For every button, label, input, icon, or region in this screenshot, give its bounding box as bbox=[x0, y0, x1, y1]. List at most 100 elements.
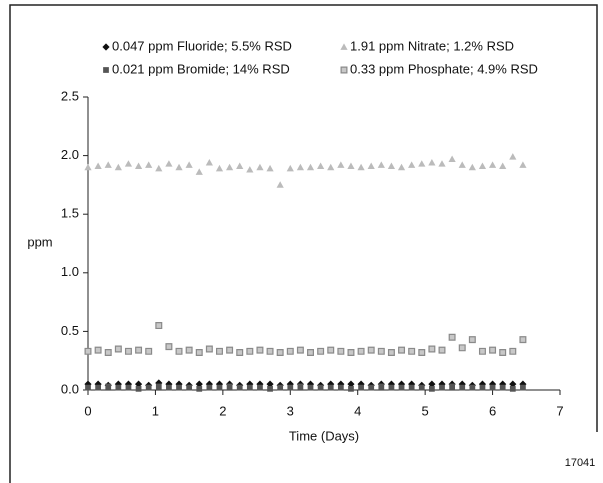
data-point bbox=[85, 384, 91, 391]
data-point bbox=[266, 380, 274, 388]
data-point bbox=[226, 383, 233, 390]
data-point bbox=[377, 161, 385, 168]
data-point bbox=[468, 336, 476, 344]
data-point bbox=[347, 162, 355, 170]
data-point bbox=[388, 384, 395, 391]
data-point bbox=[155, 164, 163, 172]
data-point bbox=[479, 384, 486, 391]
data-point bbox=[367, 346, 375, 354]
data-point bbox=[296, 163, 304, 171]
data-point bbox=[124, 347, 132, 355]
data-point bbox=[358, 384, 364, 391]
data-point bbox=[438, 346, 446, 354]
data-point bbox=[297, 383, 304, 390]
data-point bbox=[317, 384, 324, 391]
x-tick-label: 3 bbox=[287, 403, 294, 418]
data-point bbox=[104, 349, 112, 356]
data-point bbox=[124, 160, 133, 167]
data-point bbox=[327, 163, 335, 171]
data-point bbox=[175, 347, 183, 355]
data-point bbox=[408, 380, 416, 388]
data-point bbox=[519, 336, 527, 344]
data-point bbox=[459, 384, 466, 391]
data-point bbox=[397, 163, 406, 171]
frame bbox=[9, 4, 598, 483]
data-point bbox=[95, 384, 101, 391]
data-point bbox=[398, 384, 405, 391]
data-point bbox=[337, 347, 345, 355]
data-point bbox=[134, 380, 143, 388]
y-tick-label: 2.0 bbox=[61, 147, 79, 162]
data-point bbox=[84, 347, 92, 355]
data-point bbox=[195, 168, 203, 175]
y-axis-label: ppm bbox=[27, 234, 52, 249]
data-point bbox=[488, 161, 497, 168]
data-point bbox=[408, 161, 416, 168]
data-point bbox=[206, 384, 213, 391]
data-point bbox=[287, 384, 294, 391]
data-point bbox=[509, 347, 517, 355]
data-point bbox=[317, 162, 325, 170]
data-point bbox=[165, 343, 173, 351]
data-point bbox=[347, 380, 355, 388]
legend-label: 1.91 ppm Nitrate; 1.2% RSD bbox=[350, 38, 514, 53]
data-point bbox=[155, 379, 163, 387]
data-point bbox=[186, 384, 193, 391]
data-point bbox=[276, 349, 284, 356]
data-point bbox=[196, 385, 203, 392]
figure-id: 17041 bbox=[565, 457, 596, 469]
data-point bbox=[205, 345, 213, 353]
data-point bbox=[478, 162, 487, 170]
data-point bbox=[216, 347, 223, 355]
data-point bbox=[337, 161, 345, 168]
data-point bbox=[205, 159, 213, 166]
data-point bbox=[145, 161, 153, 168]
data-point bbox=[357, 347, 365, 355]
data-point bbox=[307, 349, 314, 356]
data-point bbox=[155, 383, 162, 390]
data-point bbox=[468, 163, 476, 171]
data-point bbox=[377, 347, 385, 355]
data-point bbox=[145, 384, 152, 391]
x-tick-label: 1 bbox=[152, 403, 159, 418]
data-point bbox=[185, 161, 193, 168]
legend-label: 0.047 ppm Fluoride; 5.5% RSD bbox=[112, 38, 292, 53]
data-point bbox=[418, 349, 426, 356]
data-point bbox=[489, 346, 497, 354]
data-point bbox=[368, 384, 375, 391]
data-point bbox=[256, 163, 264, 171]
data-point bbox=[185, 346, 193, 354]
data-point bbox=[256, 346, 264, 354]
data-point bbox=[398, 346, 406, 354]
data-point bbox=[246, 384, 253, 391]
data-point bbox=[246, 347, 254, 355]
data-point bbox=[327, 384, 334, 391]
data-point bbox=[357, 163, 365, 171]
data-point bbox=[277, 384, 284, 391]
data-point bbox=[469, 384, 476, 391]
data-point bbox=[114, 163, 122, 171]
legend-marker bbox=[102, 43, 110, 51]
data-point bbox=[387, 349, 395, 356]
data-point bbox=[499, 384, 506, 391]
legend-label: 0.021 ppm Bromide; 14% RSD bbox=[112, 61, 290, 76]
data-point bbox=[226, 346, 234, 354]
data-point bbox=[428, 345, 436, 353]
data-point bbox=[195, 349, 203, 356]
data-point bbox=[428, 159, 436, 166]
data-point bbox=[408, 347, 416, 355]
data-point bbox=[387, 162, 396, 170]
data-point bbox=[266, 164, 274, 172]
x-tick-label: 4 bbox=[354, 403, 361, 418]
data-point bbox=[195, 380, 203, 388]
data-point bbox=[367, 162, 375, 170]
data-point bbox=[246, 166, 254, 173]
y-tick-label: 1.5 bbox=[61, 206, 79, 221]
data-point bbox=[499, 349, 507, 356]
data-point bbox=[226, 163, 234, 171]
data-point bbox=[307, 384, 314, 391]
data-point bbox=[428, 380, 436, 388]
data-point bbox=[135, 346, 143, 354]
data-point bbox=[94, 346, 102, 354]
data-point bbox=[458, 161, 466, 168]
